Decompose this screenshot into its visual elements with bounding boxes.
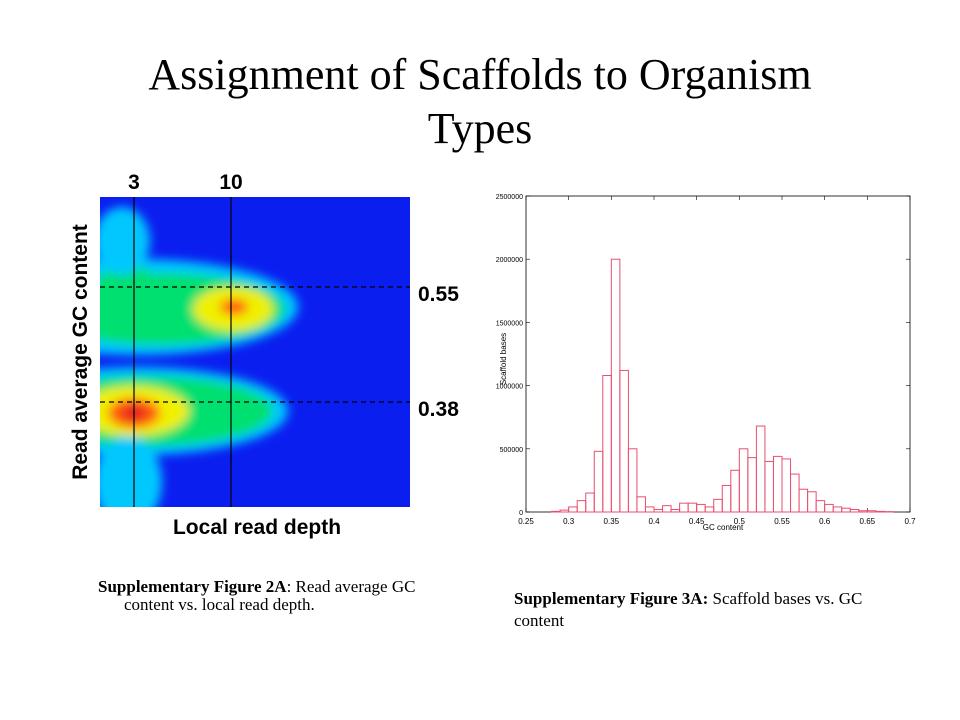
histogram-bar [832,506,843,513]
histogram-bar [627,448,638,513]
heatmap-figure: 3 10 0.55 0.38 Read average GC content Loca… [60,165,480,545]
histogram-bar [738,448,749,513]
histogram-bar [559,509,570,513]
heatmap-x-axis-label: Local read depth [173,516,341,539]
histogram-bar [824,503,834,513]
heatmap-density [100,207,298,507]
x-tick-label: 0.3 [563,517,575,526]
histogram-figure: 0.25 0.3 0.35 0.4 0.45 0.5 0.55 0.6 0.65 0.7 0 5000… [490,180,930,540]
density-region-11 [100,437,162,507]
x-tick-label: 0.5 [734,517,746,526]
histogram-bar [730,469,740,513]
histogram-bar [875,510,885,513]
histogram-bar [747,457,757,513]
histogram-bar [755,425,766,513]
y-tick-label: 0 [519,510,523,517]
histogram-bar [866,510,877,513]
histogram-bar [772,455,783,513]
histogram-bar [662,505,672,513]
x-tick-label: 0.55 [774,517,790,526]
x-tick-label: 0.25 [518,517,534,526]
histogram-bar [807,491,817,513]
histogram-bar [713,498,723,513]
density-region-12 [100,207,150,275]
y-tick-label: 500000 [500,447,523,454]
histogram-chart: 0.25 0.3 0.35 0.4 0.45 0.5 0.55 0.6 0.65 0.7 0 5000… [496,194,916,532]
histogram-bar [696,503,706,513]
x-tick-label: 0.35 [604,517,620,526]
caption-3a-heading: Supplementary Figure 3A: [514,589,709,608]
slide-title: Assignment of Scaffolds to Organism Type… [0,48,960,156]
x-tick-label: 0.4 [648,517,660,526]
depth-marker-label-3: 3 [128,171,140,194]
y-tick-label: 2000000 [496,257,523,264]
y-tick-label: 1500000 [496,320,523,327]
histogram-bar [644,506,655,513]
x-tick-label: 0.7 [904,517,916,526]
histogram-bar [704,506,715,513]
histogram-bar [679,502,689,513]
histogram-bar [653,508,664,513]
gc-marker-label-0.38: 0.38 [418,398,459,421]
caption-3a-text: Scaffold bases vs. GC content [514,589,863,630]
y-tick-label: 2500000 [496,194,523,201]
histogram-bar [568,506,578,513]
heatmap-chart: 3 10 0.55 0.38 Read average GC content Loca… [69,171,459,539]
histogram-bar [551,510,561,513]
x-tick-label: 0.65 [860,517,876,526]
slide-title-line-2: Types [427,104,533,153]
histogram-bar [849,508,860,513]
histogram-bar [721,484,732,513]
histogram-bar [610,258,621,513]
histogram-frame [525,195,911,513]
histogram-bar [764,460,774,513]
histogram-bar [585,492,595,513]
histogram-bar [815,500,826,513]
heatmap-y-axis-label: Read average GC content [69,224,92,480]
histogram-y-axis-label: Scaffold bases [499,333,508,385]
histogram-bar [687,502,698,513]
depth-marker-label-10: 10 [219,171,242,194]
x-tick-label: 0.6 [819,517,831,526]
histogram-bar [576,500,587,513]
histogram-x-axis-label: GC content [703,523,744,532]
histogram-bar [602,374,612,513]
histogram-bar [798,488,809,513]
histogram-bar [790,473,800,513]
caption-2a-heading: Supplementary Figure 2A [98,577,287,596]
density-region-10 [220,299,248,315]
caption-figure-3a: Supplementary Figure 3A: Scaffold bases … [514,588,914,632]
histogram-bar [670,508,681,513]
slide-title-line-1: Assignment of Scaffolds to Organism [148,50,812,99]
histogram-bar [781,458,792,513]
histogram-bar [593,450,604,513]
histogram-bar [858,510,868,513]
gc-marker-label-0.55: 0.55 [418,283,459,306]
caption-figure-2a: Supplementary Figure 2A: Read average GC… [98,578,443,614]
histogram-bar [841,507,851,513]
y-tick-label: 1000000 [496,384,523,391]
density-region-8 [100,259,154,327]
histogram-bar [619,369,629,513]
x-tick-label: 0.45 [689,517,705,526]
caption-2a-text: : Read average GC content vs. local read… [124,577,416,614]
histogram-bar [636,496,646,513]
